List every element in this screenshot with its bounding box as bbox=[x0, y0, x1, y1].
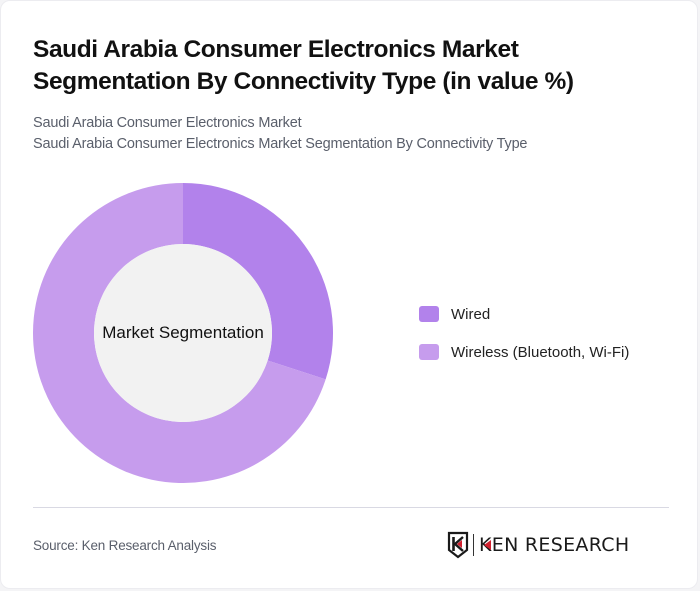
logo-k-letter: K bbox=[479, 534, 492, 556]
legend-swatch-wireless bbox=[419, 344, 439, 360]
legend-item-wired[interactable]: Wired bbox=[419, 304, 629, 324]
logo-rest-text: EN RESEARCH bbox=[491, 534, 630, 556]
source-note: Source: Ken Research Analysis bbox=[33, 538, 217, 553]
donut-slice-wired[interactable] bbox=[183, 183, 333, 380]
chart-legend: Wired Wireless (Bluetooth, Wi-Fi) bbox=[419, 304, 629, 380]
logo-divider bbox=[473, 534, 474, 556]
logo-wordmark: K EN RESEARCH bbox=[479, 534, 629, 556]
logo-red-arrow-icon bbox=[484, 540, 491, 550]
chart-subtitle-market: Saudi Arabia Consumer Electronics Market bbox=[33, 115, 302, 131]
legend-label-wireless: Wireless (Bluetooth, Wi-Fi) bbox=[451, 343, 630, 361]
footer-divider bbox=[33, 507, 669, 508]
donut-hole bbox=[94, 244, 272, 422]
donut-svg bbox=[33, 183, 333, 483]
ken-research-logo: K EN RESEARCH bbox=[447, 531, 629, 559]
legend-swatch-wired bbox=[419, 306, 439, 322]
legend-label-wired: Wired bbox=[451, 305, 491, 323]
chart-title: Saudi Arabia Consumer Electronics Market… bbox=[33, 36, 574, 95]
donut-slice-wireless[interactable] bbox=[33, 183, 326, 483]
donut-chart: Market Segmentation bbox=[33, 183, 333, 483]
legend-item-wireless[interactable]: Wireless (Bluetooth, Wi-Fi) bbox=[419, 342, 629, 362]
chart-subtitle-segmentation: Saudi Arabia Consumer Electronics Market… bbox=[33, 136, 528, 152]
shield-k-icon bbox=[447, 531, 469, 559]
